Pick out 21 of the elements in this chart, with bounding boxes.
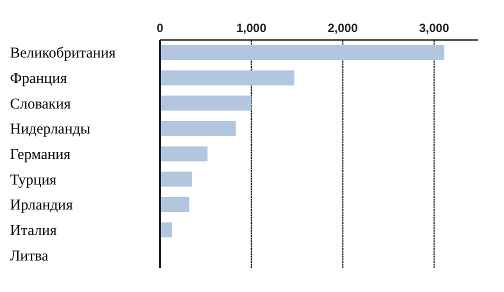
bar [160,96,252,111]
y-tick-label: Литва [10,248,49,264]
y-tick-label: Нидерланды [10,122,90,138]
x-tick-label: 2,000 [328,21,358,35]
x-tick-label: 1,000 [236,21,267,35]
bar [160,146,208,162]
y-tick-label: Великобритания [10,46,116,62]
y-tick-label: Ирландия [10,198,73,214]
bar [160,197,190,212]
bar [160,172,192,187]
bar [160,45,444,60]
bar [160,70,294,86]
x-tick-label: 0 [156,21,164,35]
y-tick-label: Германия [10,147,71,163]
y-tick-label: Турция [10,172,56,188]
y-tick-label: Словакия [10,96,71,112]
x-tick-label: 3,000 [419,21,450,35]
y-tick-label: Франция [10,71,68,87]
bar [160,222,172,238]
y-tick-label: Италия [10,223,57,239]
bar [160,121,236,136]
